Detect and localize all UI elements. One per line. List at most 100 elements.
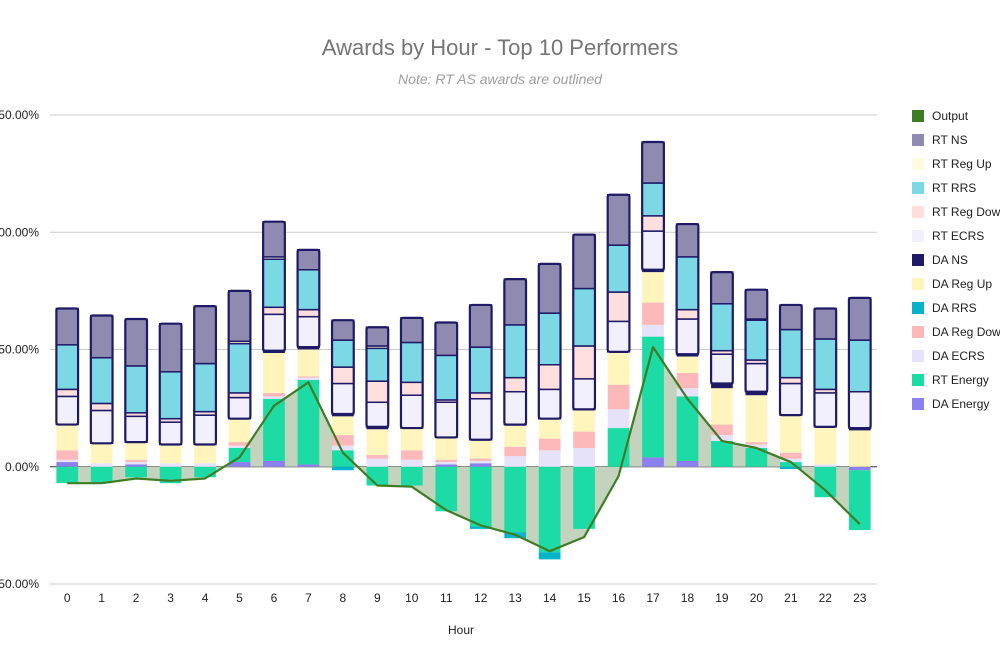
bar-segment-rt-rrs[interactable] — [779, 328, 803, 379]
bar-segment-da-reg-up[interactable] — [848, 430, 871, 467]
bar-segment-rt-energy[interactable] — [125, 466, 148, 478]
bar-stack-hour-22[interactable] — [813, 307, 838, 498]
bar-segment-rt-energy[interactable] — [814, 466, 837, 498]
bar-segment-rt-rrs[interactable] — [675, 256, 700, 311]
bar-segment-rt-energy[interactable] — [332, 450, 354, 467]
bar-segment-rt-rrs[interactable] — [848, 339, 872, 393]
bar-segment-rt-ns[interactable] — [227, 290, 252, 343]
bar-segment-da-ecrs[interactable] — [607, 409, 630, 429]
bar-segment-da-reg-up[interactable] — [676, 356, 699, 373]
bar-stack-hour-0[interactable] — [55, 307, 80, 484]
bar-stack-hour-6[interactable] — [262, 220, 286, 467]
bar-segment-rt-ecrs[interactable] — [262, 313, 286, 352]
bar-segment-da-reg-up[interactable] — [194, 444, 216, 464]
legend-item-rt-ecrs[interactable]: RT ECRS — [912, 229, 984, 243]
bar-segment-rt-energy[interactable] — [779, 462, 802, 467]
bar-stack-hour-1[interactable] — [89, 314, 114, 484]
bar-segment-da-rrs[interactable] — [332, 466, 354, 471]
bar-segment-da-ecrs[interactable] — [194, 463, 216, 467]
bar-segment-da-ns[interactable] — [711, 383, 733, 389]
bar-segment-rt-ecrs[interactable] — [538, 388, 562, 420]
bar-segment-rt-reg-down[interactable] — [572, 345, 596, 380]
legend-item-rt-reg-up[interactable]: RT Reg Up — [912, 157, 992, 171]
bar-segment-rt-rrs[interactable] — [158, 371, 183, 420]
bar-segment-rt-ns[interactable] — [90, 314, 114, 359]
bar-segment-rt-ns[interactable] — [675, 223, 700, 258]
bar-segment-rt-ecrs[interactable] — [400, 394, 424, 429]
bar-segment-rt-energy[interactable] — [366, 466, 389, 486]
bar-segment-rt-reg-down[interactable] — [55, 388, 79, 398]
bar-segment-rt-rrs[interactable] — [400, 341, 424, 384]
bar-segment-rt-ecrs[interactable] — [710, 353, 734, 385]
bar-stack-hour-14[interactable] — [537, 262, 562, 560]
bar-segment-da-reg-up[interactable] — [435, 437, 458, 460]
bar-segment-da-reg-up[interactable] — [159, 444, 182, 464]
bar-segment-da-ecrs[interactable] — [332, 445, 354, 451]
legend-item-rt-rrs[interactable]: RT RRS — [912, 181, 976, 195]
bar-segment-rt-rrs[interactable] — [331, 339, 355, 368]
bar-segment-rt-reg-down[interactable] — [331, 366, 355, 385]
bar-segment-da-reg-down[interactable] — [504, 446, 527, 457]
bar-segment-rt-energy[interactable] — [263, 398, 285, 461]
bar-segment-rt-rrs[interactable] — [193, 362, 217, 413]
bar-segment-da-ns[interactable] — [745, 391, 768, 396]
bar-segment-da-ecrs[interactable] — [90, 463, 113, 467]
bar-segment-rt-reg-down[interactable] — [296, 308, 321, 318]
bar-segment-da-ecrs[interactable] — [504, 456, 527, 467]
bar-segment-da-ecrs[interactable] — [435, 462, 458, 465]
bar-segment-da-ecrs[interactable] — [400, 459, 423, 467]
bar-segment-rt-energy[interactable] — [538, 466, 561, 553]
bar-segment-da-energy[interactable] — [848, 466, 871, 471]
bar-segment-rt-energy[interactable] — [400, 466, 423, 486]
bar-segment-rt-ecrs[interactable] — [158, 421, 183, 446]
bar-segment-rt-ns[interactable] — [538, 263, 562, 314]
bar-segment-da-ecrs[interactable] — [297, 377, 320, 380]
bar-segment-rt-ecrs[interactable] — [124, 415, 148, 443]
bar-segment-rt-ecrs[interactable] — [744, 362, 769, 393]
bar-segment-da-reg-up[interactable] — [469, 439, 492, 459]
bar-segment-da-ns[interactable] — [848, 428, 871, 431]
bar-segment-rt-rrs[interactable] — [572, 287, 596, 347]
bar-segment-rt-ns[interactable] — [710, 271, 734, 305]
bar-segment-rt-reg-down[interactable] — [641, 215, 665, 232]
bar-segment-da-ecrs[interactable] — [676, 388, 699, 397]
bar-segment-da-ecrs[interactable] — [469, 460, 492, 464]
bar-segment-rt-ecrs[interactable] — [675, 318, 700, 355]
bar-segment-rt-energy[interactable] — [297, 379, 320, 465]
bar-segment-da-ecrs[interactable] — [228, 445, 251, 448]
bar-segment-da-ns[interactable] — [263, 350, 285, 354]
bar-segment-rt-rrs[interactable] — [55, 344, 79, 391]
bar-segment-rt-energy[interactable] — [711, 440, 733, 467]
bar-segment-rt-ecrs[interactable] — [227, 396, 252, 420]
bar-segment-rt-ns[interactable] — [779, 304, 803, 331]
bar-segment-da-reg-up[interactable] — [228, 418, 251, 443]
bar-segment-rt-ecrs[interactable] — [641, 230, 665, 271]
bar-stack-hour-13[interactable] — [503, 278, 528, 539]
bar-stack-hour-3[interactable] — [158, 322, 183, 484]
bar-segment-da-energy[interactable] — [469, 463, 492, 467]
bar-stack-hour-20[interactable] — [744, 288, 769, 467]
bar-segment-rt-energy[interactable] — [90, 466, 113, 484]
bar-segment-da-energy[interactable] — [642, 457, 664, 467]
bar-segment-rt-reg-down[interactable] — [90, 402, 114, 412]
bar-segment-da-reg-up[interactable] — [504, 425, 527, 447]
bar-stack-hour-21[interactable] — [778, 303, 803, 470]
bar-segment-da-ns[interactable] — [366, 426, 389, 430]
bar-segment-da-reg-down[interactable] — [297, 376, 320, 378]
bar-segment-da-ecrs[interactable] — [711, 435, 733, 441]
bar-segment-rt-ns[interactable] — [434, 321, 458, 357]
bar-segment-da-ecrs[interactable] — [745, 444, 768, 448]
bar-stack-hour-2[interactable] — [124, 317, 149, 478]
bar-segment-da-reg-up[interactable] — [297, 349, 320, 377]
bar-segment-rt-ns[interactable] — [193, 305, 217, 365]
bar-stack-hour-10[interactable] — [399, 316, 424, 486]
bar-segment-rt-ns[interactable] — [641, 141, 665, 184]
bar-stack-hour-7[interactable] — [296, 248, 321, 467]
bar-segment-rt-ns[interactable] — [400, 317, 424, 344]
bar-segment-rt-ecrs[interactable] — [813, 392, 837, 428]
bar-segment-rt-energy[interactable] — [745, 447, 768, 467]
bar-segment-rt-ecrs[interactable] — [434, 401, 458, 439]
legend-item-output[interactable]: Output — [912, 109, 969, 123]
bar-segment-da-energy[interactable] — [297, 464, 320, 467]
bar-segment-da-reg-down[interactable] — [642, 302, 664, 325]
